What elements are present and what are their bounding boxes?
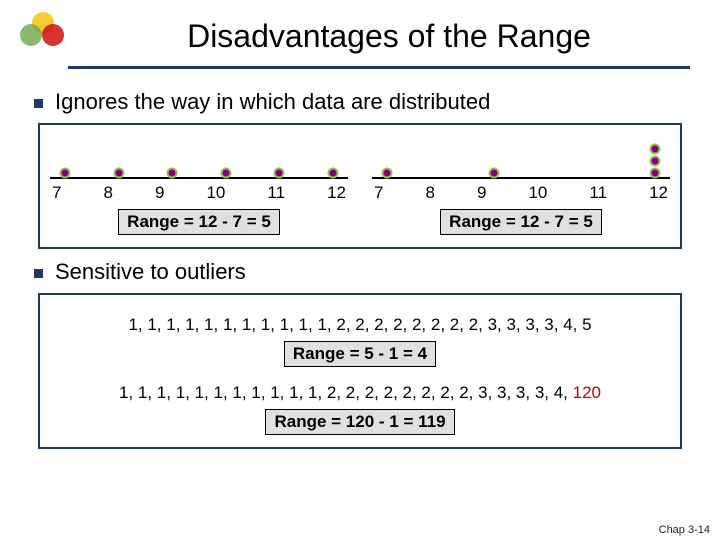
data-point (274, 168, 285, 179)
page-title: Disadvantages of the Range (68, 18, 700, 55)
bullet-square-icon (34, 99, 43, 108)
outlier-panel: 1, 1, 1, 1, 1, 1, 1, 1, 1, 1, 1, 2, 2, 2… (38, 293, 682, 449)
data-list-2: 1, 1, 1, 1, 1, 1, 1, 1, 1, 1, 1, 2, 2, 2… (50, 383, 670, 403)
chart-b-range-label: Range = 12 - 7 = 5 (440, 209, 602, 235)
chart-a-ticks: 7 8 9 10 11 12 (50, 183, 348, 203)
logo-venn (20, 12, 68, 60)
chart-a-range-label: Range = 12 - 7 = 5 (118, 209, 280, 235)
data-list-1: 1, 1, 1, 1, 1, 1, 1, 1, 1, 1, 1, 2, 2, 2… (50, 315, 670, 335)
data-point (650, 156, 661, 167)
footnote: Chap 3-14 (659, 524, 710, 536)
distribution-panel: 7 8 9 10 11 12 Range = 12 - 7 = 5 7 8 9 … (38, 123, 682, 249)
bullet-1-text: Ignores the way in which data are distri… (55, 89, 490, 115)
bullet-square-icon (34, 269, 43, 278)
data-point (650, 144, 661, 155)
chart-b-axis (372, 177, 670, 179)
chart-b-ticks: 7 8 9 10 11 12 (372, 183, 670, 203)
range-label-2: Range = 120 - 1 = 119 (265, 409, 454, 435)
chart-clustered: 7 8 9 10 11 12 Range = 12 - 7 = 5 (372, 139, 670, 235)
chart-even-spread: 7 8 9 10 11 12 Range = 12 - 7 = 5 (50, 139, 348, 235)
bullet-2: Sensitive to outliers (34, 259, 690, 285)
data-point (650, 168, 661, 179)
data-point (381, 168, 392, 179)
data-point (113, 168, 124, 179)
data-point (220, 168, 231, 179)
bullet-2-text: Sensitive to outliers (55, 259, 246, 285)
bullet-1: Ignores the way in which data are distri… (34, 89, 690, 115)
data-point (489, 168, 500, 179)
data-point (328, 168, 339, 179)
data-point (59, 168, 70, 179)
range-label-1: Range = 5 - 1 = 4 (284, 341, 436, 367)
chart-a-axis (50, 177, 348, 179)
data-point (167, 168, 178, 179)
